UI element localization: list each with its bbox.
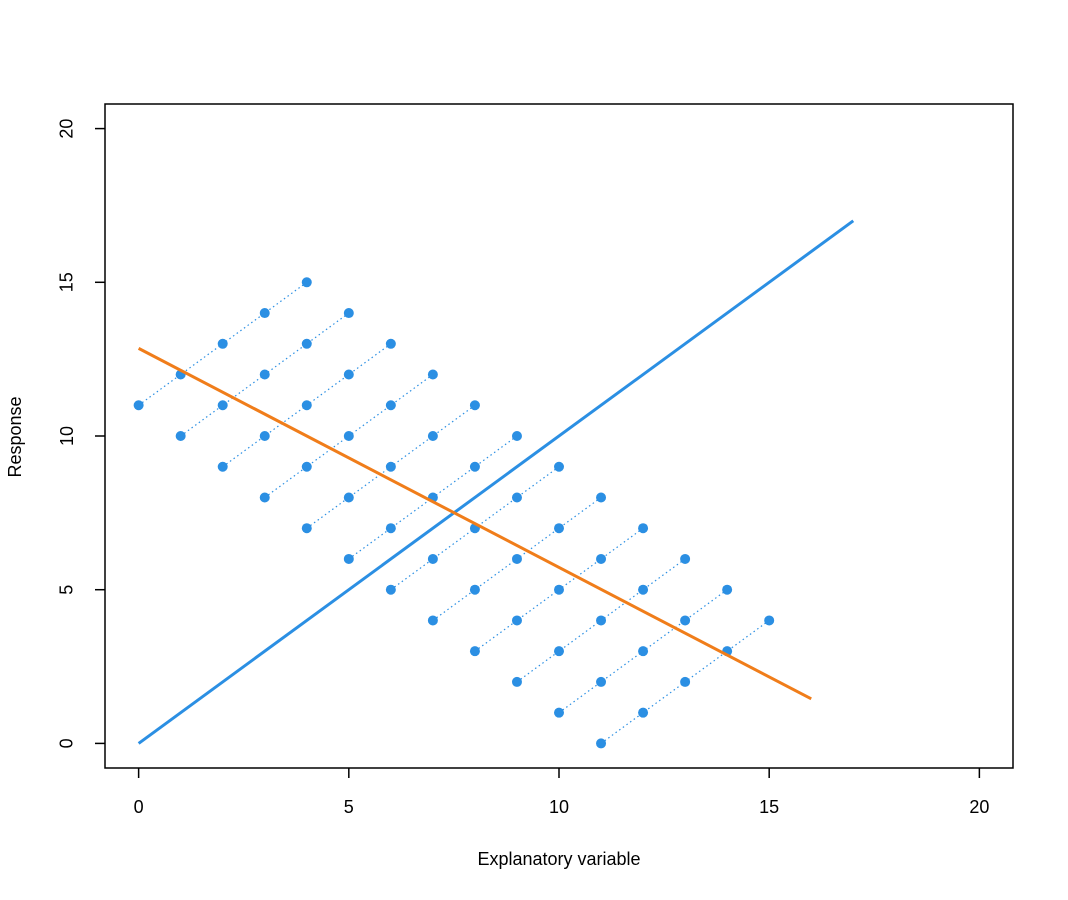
point (511, 492, 522, 503)
point (427, 431, 438, 441)
point (385, 400, 396, 411)
x-axis-label: Explanatory variable (477, 849, 640, 869)
point (596, 615, 607, 626)
fit-line (137, 219, 855, 745)
point (469, 400, 480, 411)
point (343, 369, 354, 380)
point (511, 553, 522, 564)
point (596, 676, 607, 687)
point (259, 308, 270, 319)
point (680, 676, 691, 687)
point (343, 308, 354, 319)
point (301, 400, 312, 411)
point (343, 492, 354, 503)
point (680, 553, 691, 564)
y-tick-label: 15 (57, 272, 77, 292)
point (638, 707, 649, 718)
point (217, 338, 228, 349)
point (596, 553, 607, 564)
point (554, 707, 564, 718)
fit-line (137, 347, 812, 701)
point (638, 646, 649, 657)
y-tick-label: 10 (57, 426, 77, 446)
point (596, 738, 607, 749)
y-tick-label: 20 (57, 119, 77, 139)
point (385, 523, 396, 534)
point (217, 461, 228, 472)
point (301, 461, 312, 472)
point (385, 338, 396, 349)
x-tick-label: 0 (134, 797, 144, 817)
x-tick-label: 20 (969, 797, 989, 817)
point (385, 584, 396, 595)
point (554, 646, 564, 657)
y-tick-label: 5 (57, 585, 77, 595)
point (259, 492, 270, 503)
point (343, 431, 354, 441)
x-tick-label: 15 (759, 797, 779, 817)
point (301, 338, 312, 349)
point (469, 461, 480, 472)
point (427, 369, 438, 380)
point (638, 584, 649, 595)
point (385, 461, 396, 472)
point (511, 676, 522, 687)
point (680, 615, 691, 626)
x-tick-label: 10 (549, 797, 569, 817)
point (301, 523, 312, 534)
point (638, 523, 649, 534)
x-tick-label: 5 (344, 797, 354, 817)
point (427, 615, 438, 626)
point (133, 400, 144, 411)
point (469, 646, 480, 657)
point (469, 584, 480, 595)
point (301, 277, 312, 288)
point (554, 523, 564, 534)
y-axis-label: Response (5, 396, 25, 477)
point (764, 615, 775, 626)
point (259, 431, 270, 441)
point (427, 553, 438, 564)
point (343, 553, 354, 564)
point (175, 431, 186, 441)
point (554, 584, 564, 595)
point (259, 369, 270, 380)
point (554, 461, 564, 472)
y-tick-label: 0 (57, 738, 77, 748)
point (596, 492, 607, 503)
point (511, 431, 522, 441)
point (511, 615, 522, 626)
point (722, 584, 733, 595)
point (217, 400, 228, 411)
